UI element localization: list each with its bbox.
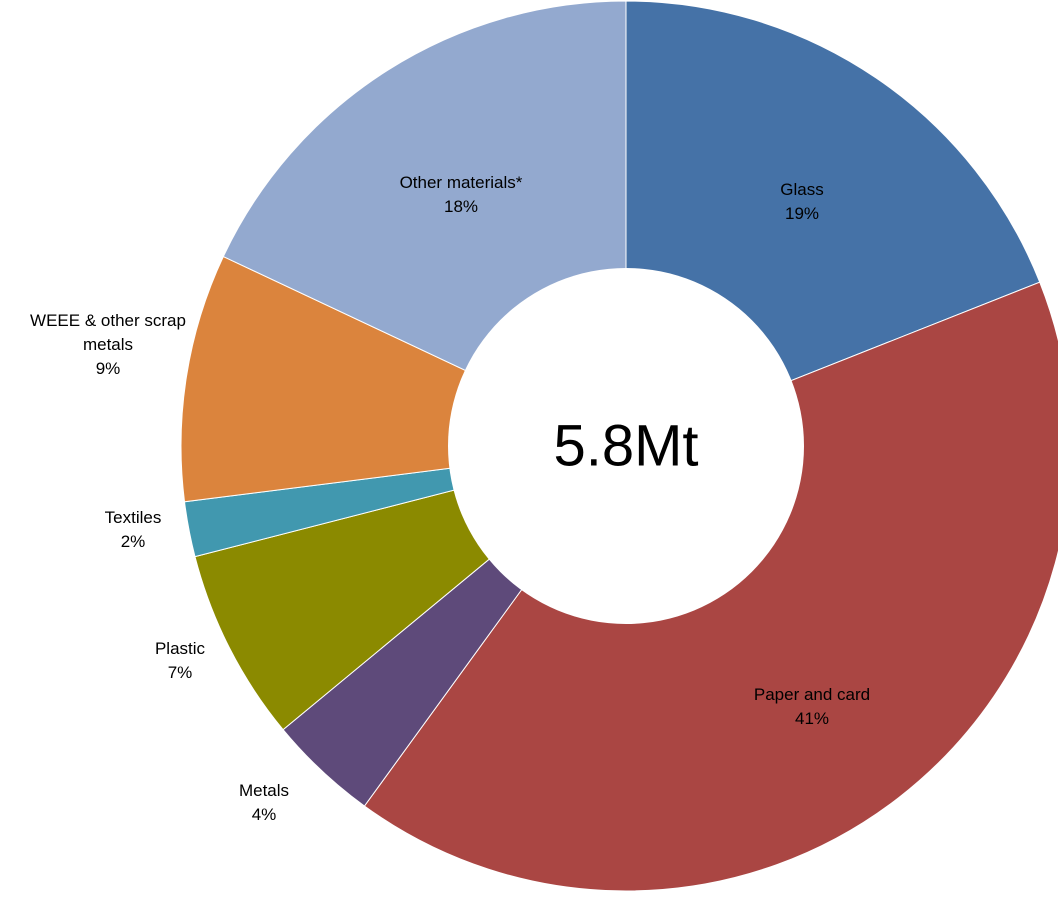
slice-label-paper-and-card: Paper and card 41% [754,685,870,728]
slice-label-textiles: Textiles 2% [105,508,162,551]
slice-label-plastic: Plastic 7% [155,639,206,682]
slice-label-glass: Glass 19% [780,180,823,223]
center-total-label: 5.8Mt [553,414,698,479]
slice-label-weee-other-scrap-metals: WEEE & other scrap metals 9% [30,311,186,378]
donut-hole [448,268,804,624]
labels-layer: Glass 19% Paper and card 41% Metals 4% Plastic… [30,173,870,824]
slice-label-other-materials: Other materials* 18% [400,173,523,216]
slice-label-metals: Metals 4% [239,781,289,824]
